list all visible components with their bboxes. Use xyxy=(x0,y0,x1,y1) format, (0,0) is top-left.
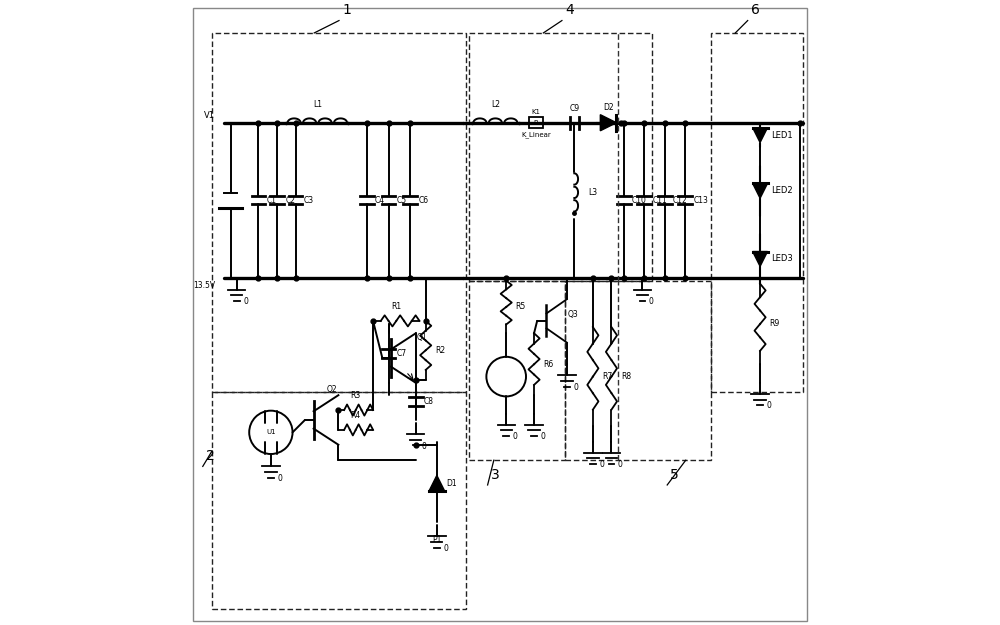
Text: 0: 0 xyxy=(649,298,653,306)
Text: 6: 6 xyxy=(751,4,760,18)
Text: 0: 0 xyxy=(243,298,248,306)
Text: 0: 0 xyxy=(422,442,427,451)
Text: R9: R9 xyxy=(769,319,780,329)
Text: L3: L3 xyxy=(588,188,597,197)
Text: Q2: Q2 xyxy=(327,385,337,394)
Text: C12: C12 xyxy=(673,196,688,204)
Text: 2: 2 xyxy=(206,449,215,463)
Text: 1: 1 xyxy=(342,4,351,18)
Text: L2: L2 xyxy=(491,100,500,109)
Text: Q1: Q1 xyxy=(417,333,428,342)
Text: 0: 0 xyxy=(443,544,448,552)
Polygon shape xyxy=(753,183,768,198)
Text: 0: 0 xyxy=(766,401,771,411)
Text: 0: 0 xyxy=(512,432,517,441)
Text: U1: U1 xyxy=(266,429,276,436)
Text: 0: 0 xyxy=(599,460,604,469)
Text: C3: C3 xyxy=(304,196,314,204)
Text: R3: R3 xyxy=(351,391,361,400)
Text: L1: L1 xyxy=(313,100,322,109)
Text: V1: V1 xyxy=(204,111,215,119)
Text: R2: R2 xyxy=(435,346,445,355)
Text: D2: D2 xyxy=(603,102,614,112)
Text: K_Linear: K_Linear xyxy=(521,131,551,138)
Text: C6: C6 xyxy=(418,196,428,204)
Bar xyxy=(529,117,543,128)
Text: R7: R7 xyxy=(602,372,612,381)
Text: 3: 3 xyxy=(491,468,499,482)
Text: C2: C2 xyxy=(285,196,295,204)
Text: Q3: Q3 xyxy=(568,310,579,319)
Text: R: R xyxy=(534,120,538,126)
Text: C13: C13 xyxy=(693,196,708,204)
Text: C4: C4 xyxy=(375,196,385,204)
Text: C7: C7 xyxy=(397,349,407,358)
Text: C8: C8 xyxy=(424,397,434,406)
Text: R8: R8 xyxy=(621,372,631,381)
Text: R4: R4 xyxy=(351,411,361,420)
Text: C9: C9 xyxy=(569,104,579,113)
Text: R1: R1 xyxy=(391,302,401,311)
Text: C11: C11 xyxy=(652,196,667,204)
Text: C5: C5 xyxy=(397,196,407,204)
Text: 5: 5 xyxy=(670,468,679,482)
Text: C10: C10 xyxy=(632,196,647,204)
Text: LED3: LED3 xyxy=(771,254,793,264)
Text: LED1: LED1 xyxy=(771,131,793,139)
Text: P1: P1 xyxy=(432,534,442,544)
Text: R6: R6 xyxy=(543,360,554,369)
Text: 13.5V: 13.5V xyxy=(193,281,215,289)
Text: 0: 0 xyxy=(277,474,282,483)
Text: LED2: LED2 xyxy=(771,186,793,196)
Polygon shape xyxy=(753,251,768,266)
Text: C1: C1 xyxy=(267,196,277,204)
Text: 0: 0 xyxy=(573,382,578,392)
Text: 0: 0 xyxy=(618,460,623,469)
Polygon shape xyxy=(753,127,768,142)
Polygon shape xyxy=(429,476,445,491)
Text: 4: 4 xyxy=(565,4,574,18)
Polygon shape xyxy=(600,114,616,131)
Text: D1: D1 xyxy=(447,479,457,488)
Text: 0: 0 xyxy=(540,432,545,441)
Text: R5: R5 xyxy=(515,302,526,311)
Text: K1: K1 xyxy=(531,109,540,114)
